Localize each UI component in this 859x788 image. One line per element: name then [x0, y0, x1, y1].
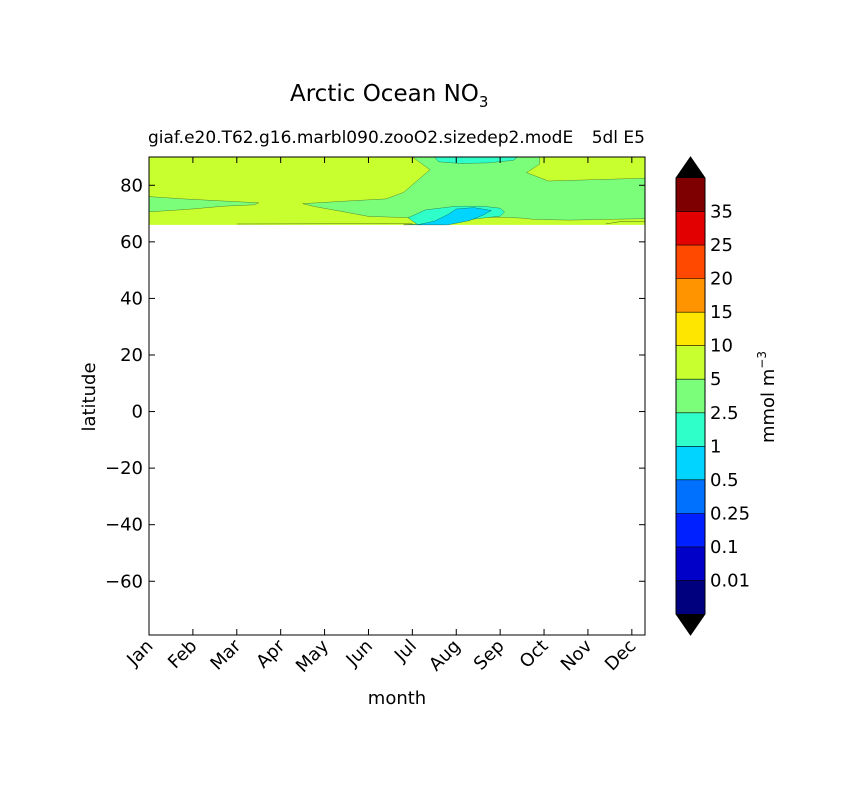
- x-axis-label: month: [368, 688, 426, 709]
- chart-title: Arctic Ocean NO3: [290, 81, 488, 111]
- x-tick-label: Jun: [342, 636, 377, 671]
- colorbar-outline: [675, 156, 706, 636]
- x-tick-label: Sep: [470, 636, 509, 675]
- x-tick-label: Jul: [390, 636, 421, 667]
- plot-frame: [148, 156, 646, 636]
- colorbar-tick-label: 0.25: [710, 503, 750, 524]
- colorbar-segment: [676, 245, 705, 279]
- colorbar-tick-label: 0.01: [710, 570, 750, 591]
- y-tick-label: 60: [120, 232, 143, 253]
- colorbar-segment: [676, 479, 705, 514]
- plot-area: Jan Feb Mar Apr May Jun Jul Aug Sep Oct Nov Dec −60…: [105, 156, 646, 677]
- contour-fields: [149, 157, 645, 226]
- y-tick-label: 20: [120, 345, 143, 366]
- y-ticks: −60 −40 −20 0 20 40 60 80: [105, 175, 645, 592]
- colorbar: 0.01 0.1 0.25 0.5 1 2.5 5 10 15 20 25 35: [675, 156, 750, 636]
- colorbar-label: mmol m−3: [755, 351, 779, 443]
- field-0.5-1-aug: [416, 207, 493, 226]
- y-tick-label: 40: [120, 288, 143, 309]
- colorbar-tick-label: 15: [710, 302, 733, 323]
- colorbar-tick-label: 35: [710, 202, 733, 223]
- chart-subtitle-left: giaf.e20.T62.g16.marbl090.zooO2.sizedep2…: [148, 128, 573, 148]
- colorbar-tick-label: 1: [710, 436, 721, 457]
- x-tick-label: Jan: [122, 636, 157, 671]
- y-tick-label: 80: [120, 175, 143, 196]
- colorbar-tick-label: 20: [710, 269, 733, 290]
- field-2.5-5-main: [302, 157, 645, 221]
- y-tick-label: −40: [105, 515, 143, 536]
- y-axis-label: latitude: [79, 362, 100, 431]
- colorbar-segment: [676, 379, 705, 413]
- plot-background: [149, 157, 645, 635]
- colorbar-tick-label: 2.5: [710, 403, 739, 424]
- colorbar-tick-label: 0.5: [710, 470, 739, 491]
- colorbar-segment: [676, 580, 705, 614]
- colorbar-segment: [676, 178, 705, 212]
- colorbar-extend-bottom: [676, 614, 705, 635]
- colorbar-extend-top: [676, 157, 705, 178]
- colorbar-segment: [676, 446, 705, 480]
- field-1-2.5-top: [434, 157, 519, 164]
- colorbar-tick-label: 10: [710, 336, 733, 357]
- y-tick-label: 0: [132, 402, 143, 423]
- y-tick-label: −60: [105, 571, 143, 592]
- colorbar-segment: [676, 211, 705, 246]
- x-tick-label: Feb: [164, 636, 201, 673]
- x-tick-label: May: [292, 635, 333, 676]
- colorbar-segment: [676, 278, 705, 313]
- colorbar-segment: [676, 412, 705, 447]
- colorbar-tick-label: 5: [710, 369, 721, 390]
- x-tick-label: Aug: [425, 636, 465, 676]
- x-tick-label: Mar: [206, 635, 245, 674]
- x-tick-label: Oct: [516, 636, 553, 673]
- colorbar-tick-label: 0.1: [710, 537, 739, 558]
- chart-subtitle-right: 5dl E5: [592, 128, 645, 148]
- colorbar-segment: [676, 513, 705, 547]
- colorbar-tick-label: 25: [710, 235, 733, 256]
- x-tick-label: Nov: [557, 635, 597, 675]
- x-tick-label: Dec: [601, 636, 640, 675]
- contour-line-dec: [605, 220, 645, 225]
- colorbar-segment: [676, 345, 705, 380]
- y-tick-label: −20: [105, 458, 143, 479]
- colorbar-segment: [676, 546, 705, 581]
- colorbar-segment: [676, 312, 705, 346]
- field-2.5-5-left-band: [149, 196, 259, 213]
- x-tick-label: Apr: [252, 635, 289, 672]
